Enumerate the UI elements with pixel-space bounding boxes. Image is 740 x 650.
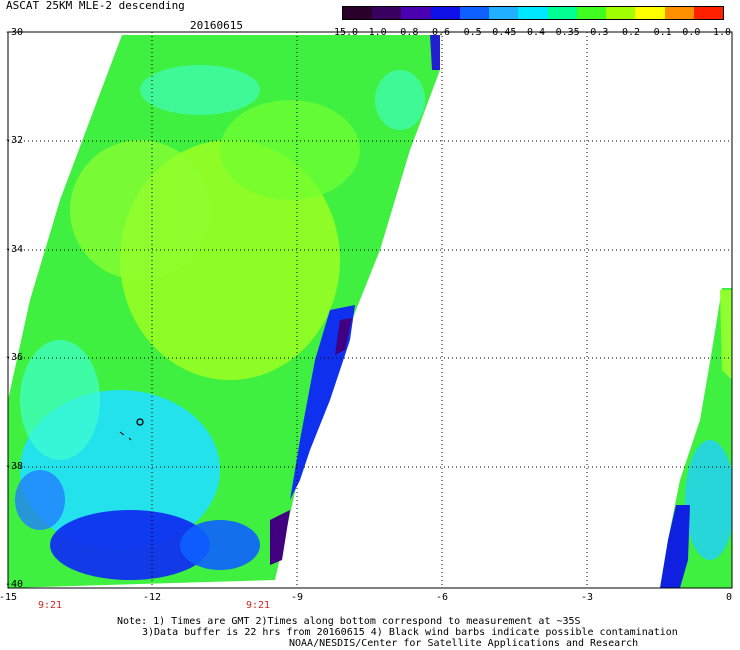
colorbar-segment xyxy=(430,7,461,19)
colorbar-segment xyxy=(693,7,724,19)
x-label-0: 0 xyxy=(725,592,733,603)
y-label-34: -34 xyxy=(5,244,24,255)
y-label-32: -32 xyxy=(5,135,24,146)
colorbar-segment xyxy=(401,7,432,19)
map-frame xyxy=(7,31,733,589)
gridlines xyxy=(8,32,732,588)
colorbar-segment xyxy=(576,7,607,19)
swath-patch xyxy=(50,510,210,580)
colorbar-segment xyxy=(489,7,519,19)
colorbar-segment xyxy=(606,7,636,19)
edge-blue-top xyxy=(430,35,440,70)
swath-patch xyxy=(375,70,425,130)
colorbar-segment xyxy=(547,7,578,19)
colorbar-segment xyxy=(664,7,695,19)
map-date: 20160615 xyxy=(190,19,243,32)
note-line-2: 3)Data buffer is 22 hrs from 20160615 4)… xyxy=(142,627,678,638)
map-title: ASCAT 25KM MLE-2 descending xyxy=(6,0,185,12)
x-label-15: -15 xyxy=(0,592,18,603)
y-label-30: -30 xyxy=(5,27,24,38)
swath-patch xyxy=(685,440,732,560)
swath-patch xyxy=(15,470,65,530)
colorbar-segment xyxy=(343,7,373,19)
edge-purple xyxy=(270,510,290,565)
x-label-12: -12 xyxy=(142,592,162,603)
swath-patch xyxy=(220,100,360,200)
right-edge-blue xyxy=(660,505,690,588)
edge-blue xyxy=(290,305,355,500)
colorbar-segment xyxy=(635,7,666,19)
edge-purple xyxy=(335,318,352,355)
y-label-40: -40 xyxy=(5,579,24,590)
swath-patch xyxy=(70,140,210,280)
y-label-38: -38 xyxy=(5,461,24,472)
swath-layer xyxy=(8,35,732,588)
time-label-right: 9:21 xyxy=(245,600,271,611)
note-line-3: NOAA/NESDIS/Center for Satellite Applica… xyxy=(289,638,639,649)
colorbar-segment xyxy=(518,7,549,19)
swath-patch xyxy=(180,520,260,570)
storm-center-marker xyxy=(136,418,144,426)
time-label-left: 9:21 xyxy=(37,600,63,611)
wind-barbs xyxy=(119,431,132,441)
note-line-1: Note: 1) Times are GMT 2)Times along bot… xyxy=(117,616,581,627)
swath-patch xyxy=(140,65,260,115)
x-label-6: -6 xyxy=(435,592,449,603)
swath-patch xyxy=(20,340,100,460)
colorbar xyxy=(342,6,724,20)
colorbar-segment xyxy=(459,7,490,19)
colorbar-segment xyxy=(372,7,402,19)
x-label-3: -3 xyxy=(580,592,594,603)
x-label-9: -9 xyxy=(290,592,304,603)
y-label-36: -36 xyxy=(5,352,24,363)
